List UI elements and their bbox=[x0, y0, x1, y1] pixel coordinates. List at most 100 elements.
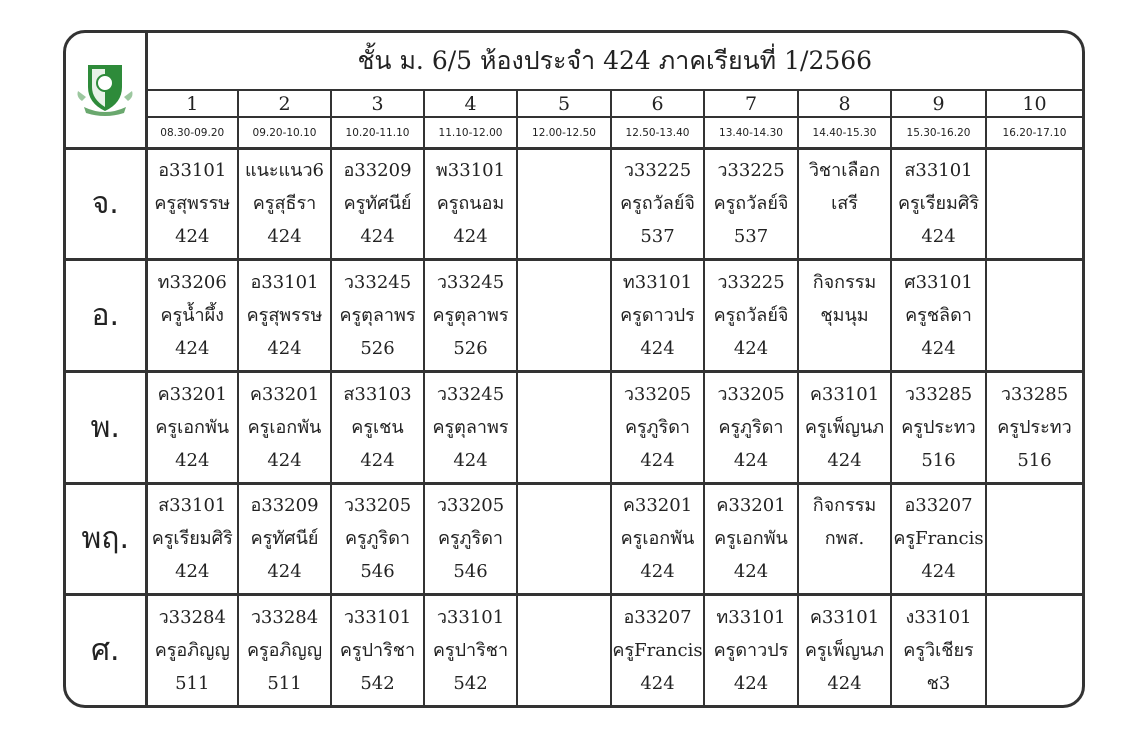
teacher-name: ครูภูริดา bbox=[437, 528, 504, 550]
teacher-name: ครูประทว bbox=[901, 416, 976, 438]
timetable-cell: กิจกรรม กพส. bbox=[797, 482, 892, 597]
period-time: 16.20-17.10 bbox=[984, 116, 1082, 150]
day-label: อ. bbox=[66, 258, 148, 373]
subject-code: ส33101 bbox=[158, 495, 227, 517]
room-number: 537 bbox=[640, 226, 675, 248]
teacher-name: เสรี bbox=[831, 193, 858, 215]
timetable-cell bbox=[516, 370, 612, 485]
period-time: 14.40-15.30 bbox=[797, 116, 892, 150]
teacher-name: ครูสุพรรษ bbox=[246, 305, 323, 327]
room-number: 526 bbox=[453, 338, 488, 360]
teacher-name: ครูอภิญญ bbox=[246, 640, 323, 662]
period-time: 13.40-14.30 bbox=[703, 116, 799, 150]
timetable-cell: อ33207 ครูFrancis 424 bbox=[610, 593, 705, 705]
subject-code: ท33206 bbox=[157, 272, 227, 294]
timetable-cell bbox=[984, 482, 1082, 597]
timetable-cell: ว33101 ครูปาริชา 542 bbox=[330, 593, 425, 705]
subject-code: ค33201 bbox=[157, 383, 227, 405]
room-number: 546 bbox=[360, 561, 395, 583]
room-number: 516 bbox=[1017, 449, 1052, 471]
day-row: อ. ท33206 ครูน้ำผึ้ง 424 อ33101 ครูสุพรรษ 424 ว… bbox=[66, 258, 1082, 373]
teacher-name: ครูเชน bbox=[351, 416, 404, 438]
teacher-name: ครูเอกพัน bbox=[620, 528, 695, 550]
timetable-cell: ว33205 ครูภูริดา 546 bbox=[423, 482, 518, 597]
timetable-cell: อ33101 ครูสุพรรษ 424 bbox=[237, 258, 332, 373]
subject-code: ค33201 bbox=[716, 495, 786, 517]
teacher-name: กพส. bbox=[824, 528, 865, 550]
teacher-name: ครูปาริชา bbox=[432, 640, 509, 662]
subject-code: วิชาเลือก bbox=[808, 160, 881, 182]
timetable-cell: ท33101 ครูดาวปร 424 bbox=[703, 593, 799, 705]
day-label: พฤ. bbox=[66, 482, 148, 597]
period-number: 7 bbox=[703, 89, 799, 119]
period-number: 10 bbox=[984, 89, 1082, 119]
teacher-name: ครูFrancis bbox=[893, 528, 984, 550]
subject-code: ท33101 bbox=[622, 272, 693, 294]
day-label: ศ. bbox=[66, 593, 148, 705]
teacher-name: ครูถวัลย์จิ bbox=[713, 305, 789, 327]
day-row: จ. อ33101 ครูสุพรรษ 424 แนะแนว6 ครูสุธีรา 424 อ… bbox=[66, 147, 1082, 262]
period-number: 6 bbox=[610, 89, 705, 119]
subject-code: ค33101 bbox=[809, 607, 880, 629]
room-number: 424 bbox=[733, 673, 769, 695]
period-number: 2 bbox=[237, 89, 332, 119]
day-label: จ. bbox=[66, 147, 148, 262]
subject-code: ว33245 bbox=[343, 272, 412, 294]
day-row: พฤ. ส33101 ครูเรียมศิริ 424 อ33209 ครูทัศนีย์… bbox=[66, 482, 1082, 597]
timetable-cell: ท33206 ครูน้ำผึ้ง 424 bbox=[145, 258, 239, 373]
timetable-cell: แนะแนว6 ครูสุธีรา 424 bbox=[237, 147, 332, 262]
subject-code: ว33225 bbox=[623, 160, 692, 182]
subject-code: อ33209 bbox=[250, 495, 319, 517]
subject-code: ว33205 bbox=[436, 495, 505, 517]
subject-code: ว33284 bbox=[158, 607, 226, 629]
room-number: 424 bbox=[267, 561, 302, 583]
room-number: 424 bbox=[267, 226, 302, 248]
room-number: 424 bbox=[175, 449, 210, 471]
subject-code: ท33101 bbox=[716, 607, 786, 629]
teacher-name: ครูถวัลย์จิ bbox=[620, 193, 695, 215]
teacher-name: ครูสุธีรา bbox=[252, 193, 317, 215]
room-number bbox=[800, 555, 889, 588]
subject-code: พ33101 bbox=[435, 160, 506, 182]
timetable-cell: ว33284 ครูอภิญญ 511 bbox=[145, 593, 239, 705]
room-number: 424 bbox=[453, 226, 488, 248]
timetable-cell bbox=[516, 482, 612, 597]
timetable-cell: พ33101 ครูถนอม 424 bbox=[423, 147, 518, 262]
subject-code: อ33101 bbox=[158, 160, 227, 182]
teacher-name: ครูFrancis bbox=[612, 640, 703, 662]
period-number: 4 bbox=[423, 89, 518, 119]
timetable-cell: ส33101 ครูเรียมศิริ 424 bbox=[890, 147, 987, 262]
timetable-cell: ว33205 ครูภูริดา 424 bbox=[703, 370, 799, 485]
subject-code: ค33201 bbox=[622, 495, 693, 517]
subject-code: ว33205 bbox=[623, 383, 692, 405]
timetable-cell: ว33205 ครูภูริดา 546 bbox=[330, 482, 425, 597]
timetable-cell bbox=[984, 258, 1082, 373]
teacher-name: ครูถนอม bbox=[436, 193, 505, 215]
teacher-name: ชุมนุม bbox=[820, 305, 869, 327]
timetable-cell: ค33201 ครูเอกพัน 424 bbox=[610, 482, 705, 597]
room-number: 424 bbox=[453, 449, 488, 471]
subject-code: ว33285 bbox=[1000, 383, 1069, 405]
room-number: 424 bbox=[733, 449, 769, 471]
teacher-name: ครูภูริดา bbox=[344, 528, 411, 550]
timetable-cell: ว33245 ครูตุลาพร 526 bbox=[423, 258, 518, 373]
room-number: 511 bbox=[175, 673, 210, 695]
timetable-cell bbox=[516, 147, 612, 262]
teacher-name: ครูภูริดา bbox=[624, 416, 691, 438]
subject-code: ว33245 bbox=[436, 272, 505, 294]
subject-code: อ33207 bbox=[904, 495, 973, 517]
timetable-cell: ค33101 ครูเพ็ญนภ 424 bbox=[797, 593, 892, 705]
teacher-name: ครูเพ็ญนภ bbox=[804, 640, 885, 662]
teacher-name: ครูปาริชา bbox=[339, 640, 416, 662]
period-number: 3 bbox=[330, 89, 425, 119]
timetable-cell: ว33205 ครูภูริดา 424 bbox=[610, 370, 705, 485]
timetable-cell: วิชาเลือกเสรี bbox=[797, 147, 892, 262]
teacher-name: ครูเอกพัน bbox=[155, 416, 230, 438]
subject-code: ส33101 bbox=[904, 160, 973, 182]
subject-code: ส33103 bbox=[343, 383, 412, 405]
room-number: 424 bbox=[827, 673, 862, 695]
teacher-name: ครูตุลาพร bbox=[432, 416, 509, 438]
subject-code: กิจกรรม bbox=[812, 272, 877, 294]
room-number bbox=[800, 220, 889, 253]
timetable-cell: ว33245 ครูตุลาพร 526 bbox=[330, 258, 425, 373]
